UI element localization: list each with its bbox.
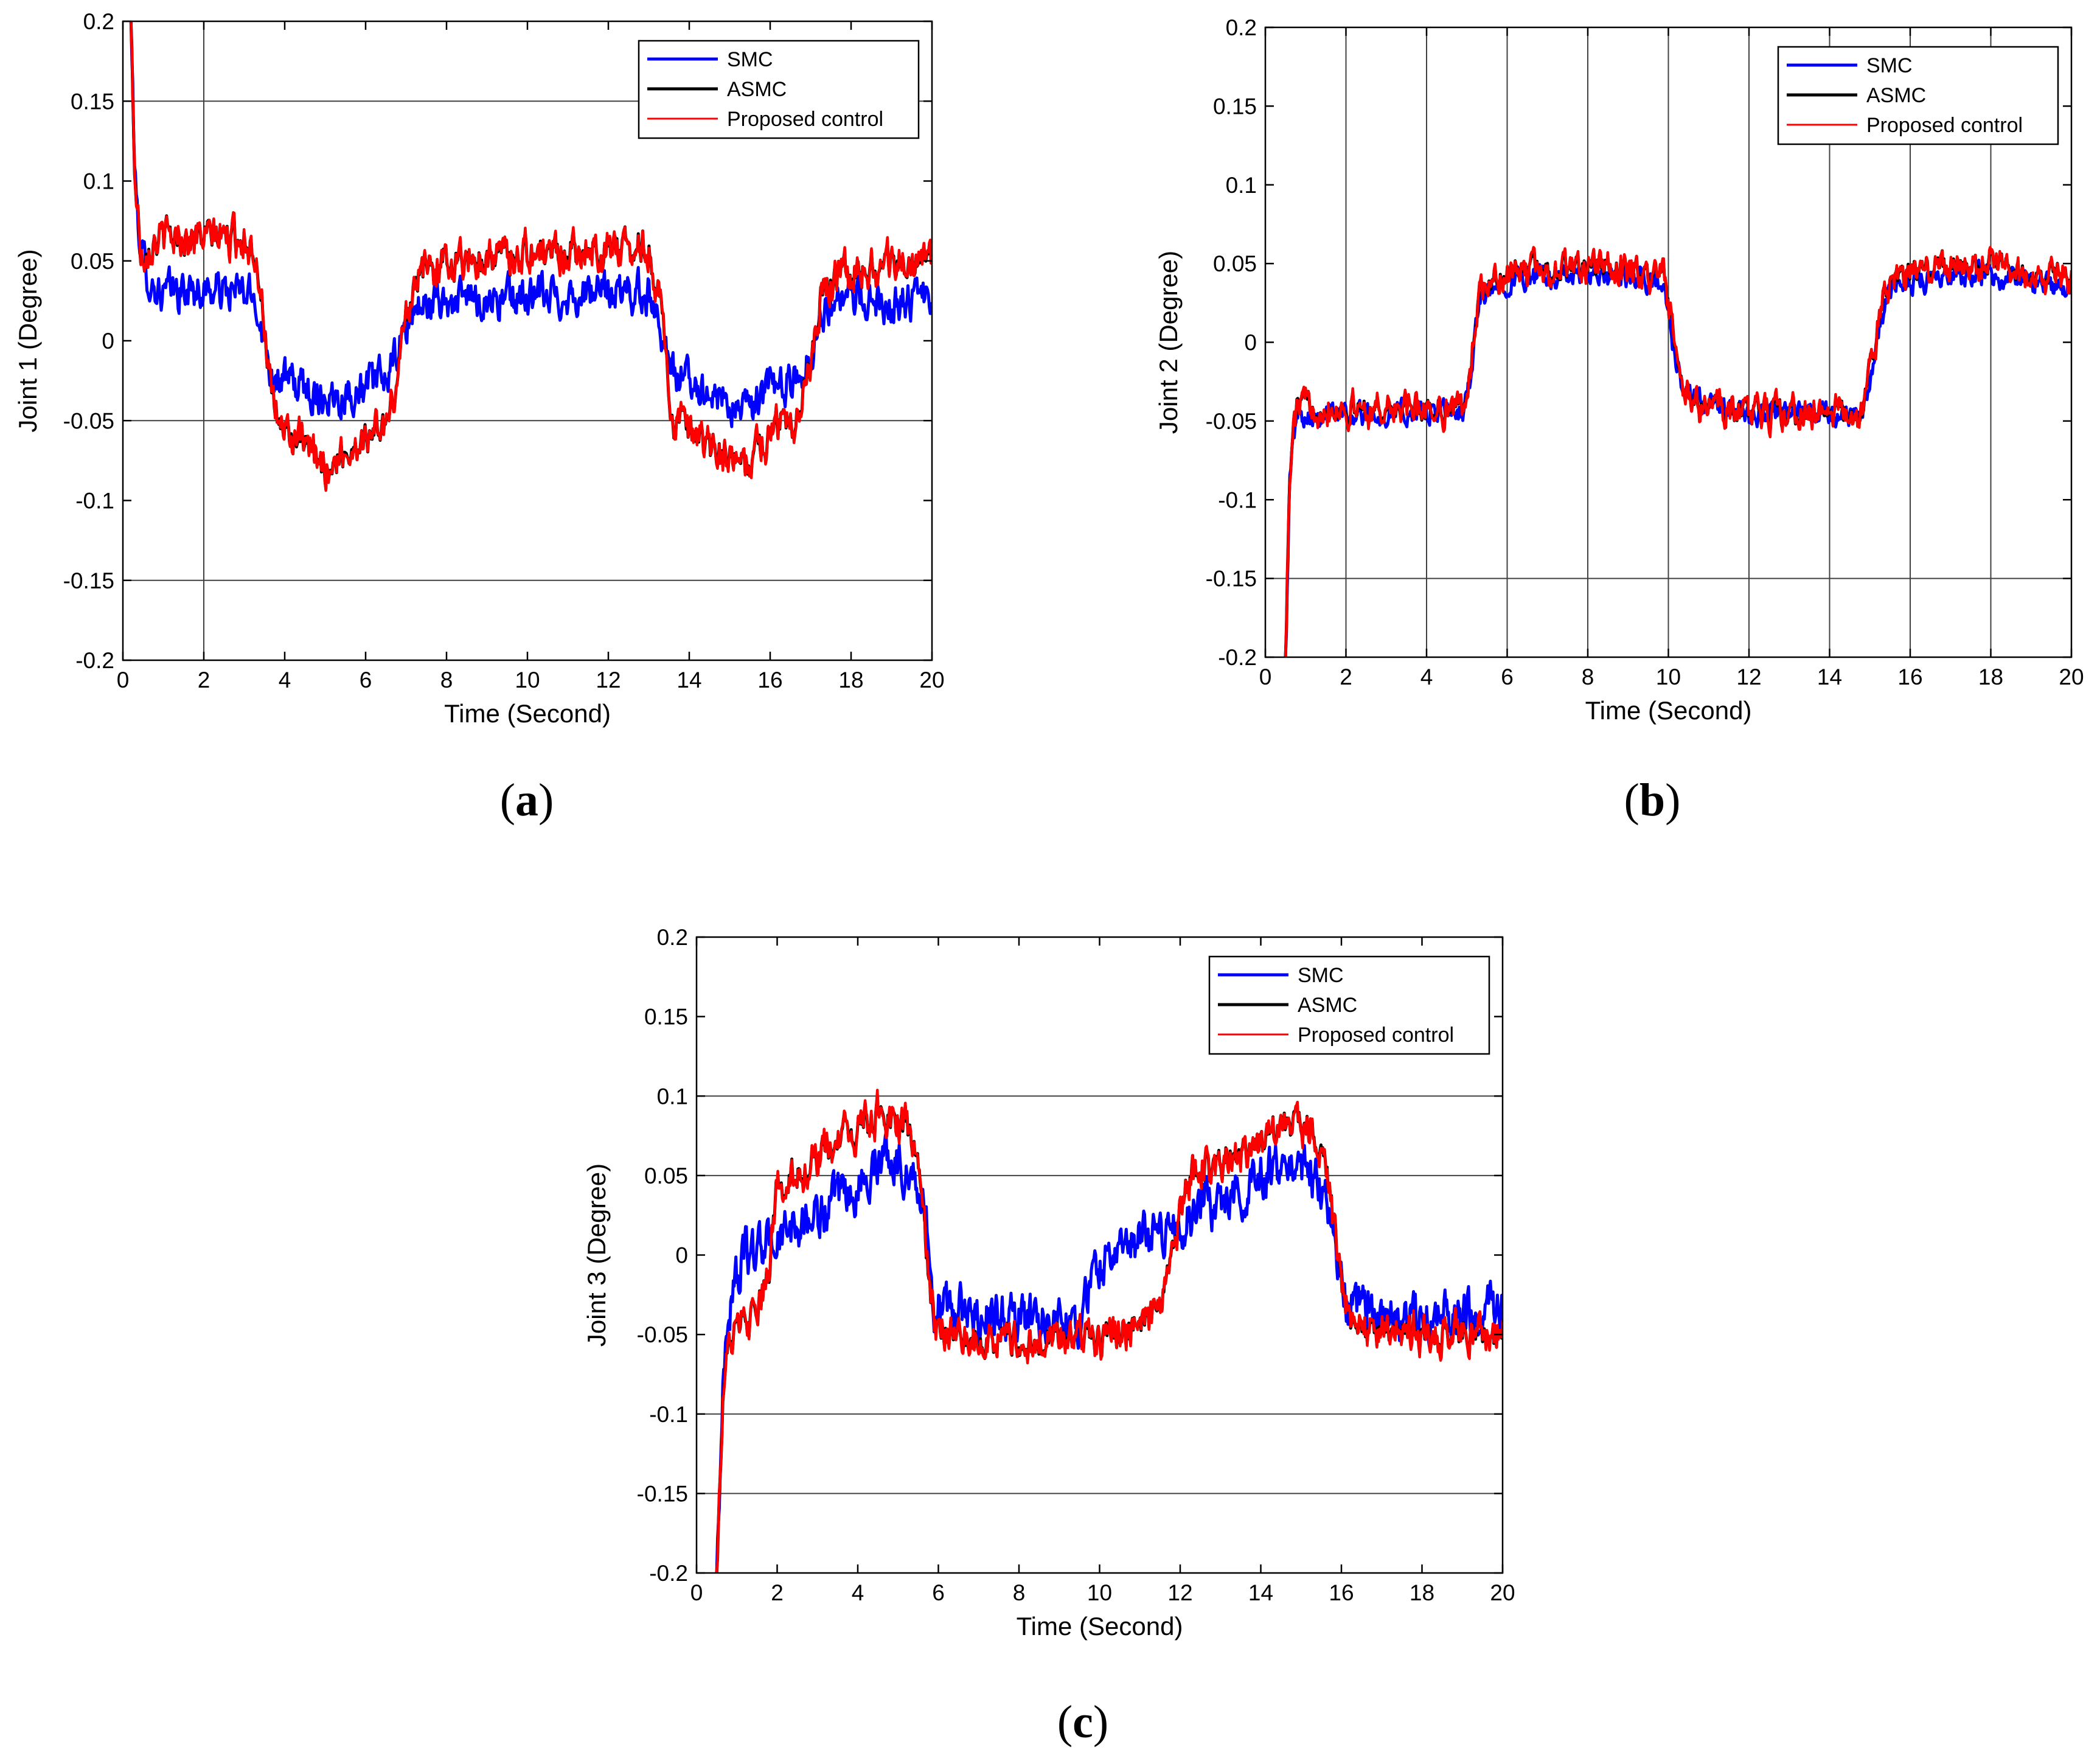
x-tick-label: 12	[596, 668, 621, 692]
x-tick-label: 8	[1582, 664, 1594, 689]
x-tick-label: 0	[1259, 664, 1272, 689]
series-line-proposed-control	[130, 21, 932, 492]
x-tick-label: 10	[1087, 1580, 1112, 1605]
legend-label-proposed-control: Proposed control	[727, 108, 883, 131]
y-axis-label: Joint 3 (Degree)	[582, 1163, 611, 1347]
x-axis-label: Time (Second)	[1017, 1612, 1183, 1641]
y-tick-label: -0.2	[75, 648, 114, 673]
panel-label: (c)	[1057, 1696, 1108, 1748]
y-tick-label: -0.15	[63, 568, 114, 593]
x-tick-label: 18	[838, 668, 863, 692]
legend-label-proposed-control: Proposed control	[1298, 1023, 1454, 1047]
y-axis-label: Joint 2 (Degree)	[1154, 251, 1183, 434]
x-tick-label: 18	[1410, 1580, 1434, 1605]
x-tick-label: 14	[1817, 664, 1842, 689]
y-tick-label: -0.2	[1218, 645, 1257, 670]
x-tick-label: 14	[676, 668, 701, 692]
panel-label: (b)	[1624, 775, 1681, 826]
y-tick-label: -0.15	[1206, 567, 1257, 591]
y-tick-label: -0.05	[637, 1322, 688, 1347]
x-tick-label: 2	[771, 1580, 784, 1605]
y-tick-label: 0.1	[657, 1084, 688, 1109]
x-tick-label: 4	[1420, 664, 1433, 689]
x-tick-label: 2	[1340, 664, 1352, 689]
legend-label-asmc: ASMC	[727, 78, 787, 101]
legend-label-asmc: ASMC	[1866, 84, 1926, 107]
x-tick-label: 16	[757, 668, 782, 692]
series-line-smc	[715, 1130, 1503, 1573]
y-tick-label: 0.1	[83, 169, 114, 194]
legend: SMC ASMC Proposed control	[1208, 955, 1490, 1055]
legend-label-asmc: ASMC	[1298, 994, 1357, 1017]
x-tick-label: 16	[1329, 1580, 1354, 1605]
x-tick-label: 12	[1736, 664, 1761, 689]
series-group	[129, 21, 932, 492]
x-tick-label: 4	[852, 1580, 864, 1605]
x-tick-label: 20	[2059, 664, 2084, 689]
y-tick-label: 0	[675, 1243, 688, 1268]
chart-panel-c: 0 2 4 6 8 10 12 14 16 18 20 -0.2 -0.15 -0.1 -0.05 0 0.05…	[582, 925, 1515, 1748]
y-tick-label: 0.05	[644, 1163, 688, 1188]
legend: SMC ASMC Proposed control	[1777, 46, 2059, 145]
y-tick-label: 0.05	[1213, 251, 1257, 276]
panel-label: (a)	[500, 775, 554, 826]
y-tick-label: 0.15	[71, 89, 114, 114]
y-tick-label: -0.1	[649, 1402, 688, 1427]
x-tick-label: 8	[440, 668, 453, 692]
chart-panel-a: 0 2 4 6 8 10 12 14 16 18 20 -0.2 -0.15 -0.1 -0.05 0 0.05…	[13, 9, 945, 826]
y-tick-label: 0.2	[1226, 15, 1257, 40]
series-group	[1284, 246, 2071, 657]
y-tick-label: 0.2	[83, 9, 114, 34]
series-line-asmc	[1284, 246, 2071, 657]
x-tick-label: 6	[360, 668, 372, 692]
legend: SMC ASMC Proposed control	[638, 40, 920, 139]
series-line-proposed-control	[715, 1089, 1503, 1573]
y-tick-label: -0.05	[63, 408, 114, 433]
x-tick-label: 2	[198, 668, 210, 692]
x-tick-label: 18	[1978, 664, 2003, 689]
chart-panel-b: 0 2 4 6 8 10 12 14 16 18 20 -0.2 -0.15 -0.1 -0.05 0 0.05…	[1154, 15, 2084, 826]
x-tick-label: 10	[515, 668, 540, 692]
y-tick-label: 0	[102, 329, 114, 354]
legend-label-smc: SMC	[1866, 54, 1913, 77]
legend-label-smc: SMC	[1298, 964, 1344, 987]
x-tick-label: 4	[279, 668, 291, 692]
x-axis-label: Time (Second)	[444, 699, 611, 728]
y-tick-label: 0.15	[644, 1005, 688, 1030]
x-tick-label: 20	[919, 668, 944, 692]
x-tick-label: 6	[932, 1580, 945, 1605]
y-tick-label: -0.05	[1206, 409, 1257, 434]
y-tick-label: -0.2	[649, 1561, 688, 1586]
x-axis-label: Time (Second)	[1585, 696, 1752, 725]
legend-label-smc: SMC	[727, 48, 773, 71]
x-tick-label: 16	[1897, 664, 1922, 689]
x-tick-label: 14	[1248, 1580, 1273, 1605]
x-tick-label: 0	[117, 668, 130, 692]
y-tick-label: 0.1	[1226, 173, 1257, 198]
y-axis-label: Joint 1 (Degree)	[13, 249, 42, 432]
series-line-proposed-control	[1284, 246, 2071, 657]
y-tick-label: 0	[1244, 330, 1257, 355]
y-tick-label: -0.15	[637, 1481, 688, 1506]
x-tick-label: 8	[1013, 1580, 1026, 1605]
series-line-smc	[1284, 259, 2071, 657]
y-tick-label: -0.1	[1218, 487, 1257, 512]
x-tick-label: 6	[1501, 664, 1514, 689]
y-tick-label: 0.15	[1213, 94, 1257, 119]
series-group	[715, 1089, 1503, 1573]
x-tick-label: 12	[1167, 1580, 1192, 1605]
x-tick-label: 0	[690, 1580, 703, 1605]
x-tick-label: 10	[1656, 664, 1681, 689]
x-tick-label: 20	[1490, 1580, 1515, 1605]
y-tick-label: -0.1	[75, 489, 114, 514]
y-tick-label: 0.2	[657, 925, 688, 950]
legend-label-proposed-control: Proposed control	[1866, 114, 2023, 137]
y-tick-label: 0.05	[71, 249, 114, 274]
